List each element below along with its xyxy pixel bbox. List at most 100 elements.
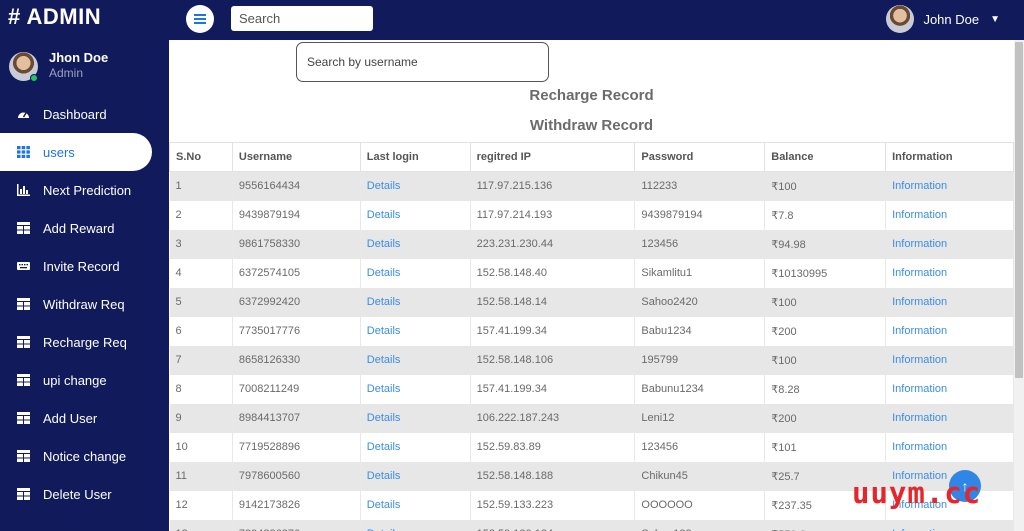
table-cell: 6372992420: [232, 287, 361, 317]
table-cell: 152.59.133.223: [470, 490, 636, 520]
table-cell: ₹100: [764, 287, 887, 317]
table-body: 1 9556164434 Details 117.97.215.136 112233 ₹1…: [169, 171, 1014, 531]
table-cell: 152.58.148.40: [470, 258, 636, 288]
information-link[interactable]: Information: [885, 403, 1014, 433]
top-navbar: # ADMIN John Doe ▼: [0, 0, 1024, 40]
sidebar-item-invite-record[interactable]: Invite Record: [0, 247, 169, 285]
information-link[interactable]: Information: [885, 461, 1014, 491]
table-row: 11 7978600560 Details 152.58.148.188 Chikun4…: [169, 461, 1014, 491]
sidebar-item-add-reward[interactable]: Add Reward: [0, 209, 169, 247]
table-cell: 6: [169, 316, 233, 346]
details-link[interactable]: Details: [360, 316, 471, 346]
details-link[interactable]: Details: [360, 345, 471, 375]
table-cell: ₹7.8: [764, 200, 887, 230]
sidebar-item-upi-change[interactable]: upi change: [0, 361, 169, 399]
sidebar-item-label: Dashboard: [43, 106, 107, 122]
arrow-up-icon: ↑: [961, 478, 969, 494]
brand-logo[interactable]: # ADMIN: [8, 4, 102, 29]
menu-toggle-button[interactable]: [186, 5, 214, 33]
table-cell: Sahoo123: [634, 519, 766, 531]
table-cell: 157.41.199.34: [470, 316, 636, 346]
hamburger-icon: [194, 14, 206, 24]
information-link[interactable]: Information: [885, 432, 1014, 462]
sidebar-item-label: Next Prediction: [43, 182, 132, 198]
sidebar-item-users[interactable]: users: [0, 133, 152, 171]
withdraw-record-link[interactable]: Withdraw Record: [529, 117, 654, 134]
scroll-top-button[interactable]: ↑: [949, 470, 981, 502]
table-row: 3 9861758330 Details 223.231.230.44 123456 ₹9…: [169, 229, 1014, 259]
top-search-input[interactable]: [231, 6, 373, 31]
table-cell: 7: [169, 345, 233, 375]
grid-icon: [17, 146, 30, 158]
details-link[interactable]: Details: [360, 287, 471, 317]
table-row: 2 9439879194 Details 117.97.214.193 94398791…: [169, 200, 1014, 230]
table-cell: ₹550.6: [764, 519, 887, 531]
sidebar-item-recharge-req[interactable]: Recharge Req: [0, 323, 169, 361]
information-link[interactable]: Information: [885, 200, 1014, 230]
table-row: 1 9556164434 Details 117.97.215.136 112233 ₹1…: [169, 171, 1014, 201]
details-link[interactable]: Details: [360, 229, 471, 259]
information-link[interactable]: Information: [885, 258, 1014, 288]
information-link[interactable]: Information: [885, 171, 1014, 201]
table-row: 8 7008211249 Details 157.41.199.34 Babunu123…: [169, 374, 1014, 404]
username-search-input[interactable]: [296, 42, 549, 82]
details-link[interactable]: Details: [360, 374, 471, 404]
information-link[interactable]: Information: [885, 490, 1014, 520]
table-cell: 117.97.215.136: [470, 171, 636, 201]
column-header: Password: [634, 142, 766, 172]
table-cell: 5: [169, 287, 233, 317]
table-cell: Leni12: [634, 403, 766, 433]
details-link[interactable]: Details: [360, 403, 471, 433]
table-row: 7 8658126330 Details 152.58.148.106 195799 ₹1…: [169, 345, 1014, 375]
details-link[interactable]: Details: [360, 200, 471, 230]
table-cell: 152.59.120.124: [470, 519, 636, 531]
sidebar-item-label: upi change: [43, 372, 107, 388]
profile-role: Admin: [49, 66, 84, 80]
user-menu[interactable]: John Doe ▼: [886, 5, 1000, 33]
main-content: Recharge Record Withdraw Record S.No Use…: [169, 40, 1014, 531]
information-link[interactable]: Information: [885, 229, 1014, 259]
sidebar-item-next-prediction[interactable]: Next Prediction: [0, 171, 169, 209]
details-link[interactable]: Details: [360, 432, 471, 462]
sidebar-item-dashboard[interactable]: Dashboard: [0, 95, 169, 133]
table-cell: 7894836376: [232, 519, 361, 531]
information-link[interactable]: Information: [885, 316, 1014, 346]
sidebar-item-label: Invite Record: [43, 258, 120, 274]
table-cell: 8984413707: [232, 403, 361, 433]
sidebar-item-notice-change[interactable]: Notice change: [0, 437, 169, 475]
table-cell: Chikun45: [634, 461, 766, 491]
scrollbar-thumb[interactable]: [1015, 42, 1023, 378]
information-link[interactable]: Information: [885, 519, 1014, 531]
table-cell: 152.58.148.106: [470, 345, 636, 375]
table-row: 137894836376Details152.59.120.124Sahoo12…: [169, 519, 1014, 531]
table-header-row: S.No Username Last login regitred IP Pas…: [169, 142, 1014, 172]
information-link[interactable]: Information: [885, 374, 1014, 404]
table-row: 5 6372992420 Details 152.58.148.14 Sahoo2420…: [169, 287, 1014, 317]
table-cell: Sahoo2420: [634, 287, 766, 317]
table-cell: 8: [169, 374, 233, 404]
details-link[interactable]: Details: [360, 519, 471, 531]
sidebar-item-label: users: [43, 144, 75, 160]
details-link[interactable]: Details: [360, 171, 471, 201]
table-cell: ₹101: [764, 432, 887, 462]
table-cell: 4: [169, 258, 233, 288]
details-link[interactable]: Details: [360, 461, 471, 491]
recharge-record-link[interactable]: Recharge Record: [529, 87, 654, 104]
column-header: Username: [231, 142, 361, 172]
sidebar-item-add-user[interactable]: Add User: [0, 399, 169, 437]
sidebar-item-label: Add Reward: [43, 220, 115, 236]
information-link[interactable]: Information: [885, 345, 1014, 375]
table-cell: 112233: [634, 171, 766, 201]
sidebar-item-delete-user[interactable]: Delete User: [0, 475, 169, 513]
scrollbar[interactable]: [1014, 40, 1024, 531]
table-cell: Babunu1234: [634, 374, 766, 404]
table-cell: 9: [169, 403, 233, 433]
sidebar-item-withdraw-req[interactable]: Withdraw Req: [0, 285, 169, 323]
details-link[interactable]: Details: [360, 258, 471, 288]
sidebar-item-label: Notice change: [43, 448, 127, 464]
table-cell: ₹10130995: [764, 258, 887, 288]
sidebar-profile: Jhon Doe Admin: [9, 49, 169, 89]
details-link[interactable]: Details: [360, 490, 471, 520]
information-link[interactable]: Information: [885, 287, 1014, 317]
